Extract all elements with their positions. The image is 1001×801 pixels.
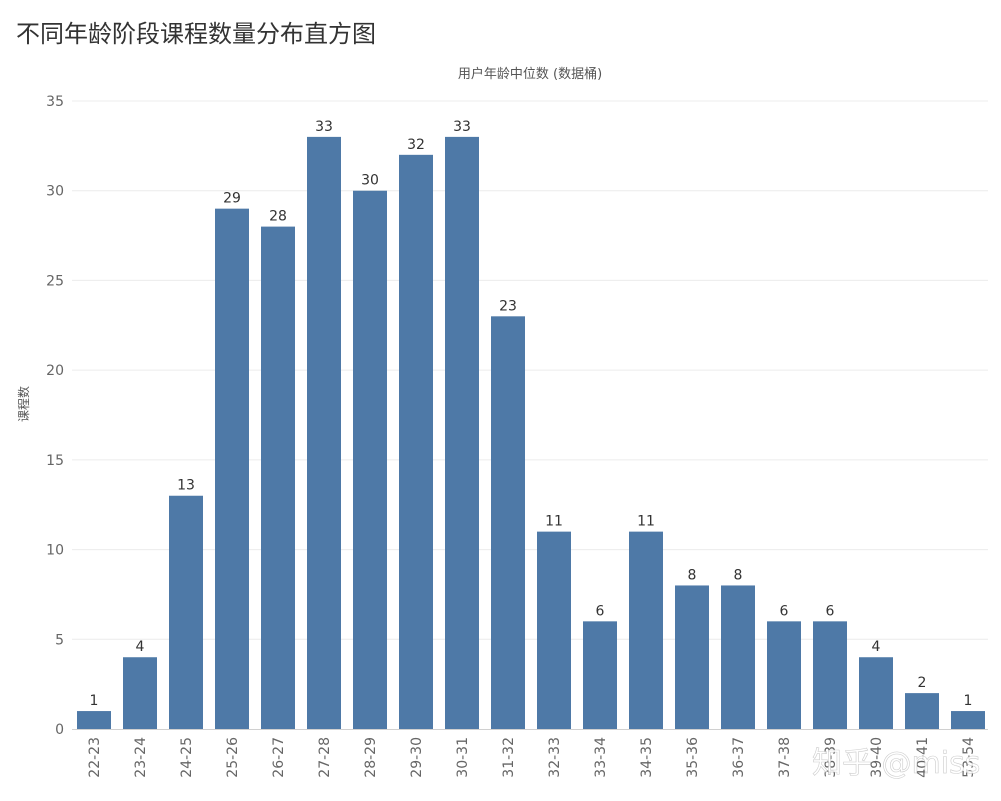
bar — [583, 621, 617, 729]
bar — [261, 226, 295, 729]
data-label: 11 — [637, 514, 655, 530]
data-label: 30 — [361, 173, 379, 189]
y-tick-label: 10 — [46, 543, 64, 559]
x-tick-label: 30-31 — [455, 737, 471, 778]
y-tick-label: 35 — [46, 94, 64, 110]
data-label: 28 — [269, 209, 287, 225]
data-label: 8 — [734, 567, 743, 583]
data-label: 4 — [872, 639, 881, 655]
x-tick-label: 22-23 — [87, 737, 103, 778]
x-tick-label: 28-29 — [363, 737, 379, 778]
bar — [307, 136, 341, 729]
data-label: 33 — [453, 119, 471, 135]
x-tick-label: 23-24 — [133, 737, 149, 778]
x-axis-ticks: 22-23 23-24 24-25 25-26 26-27 27-28 28-29 29-30… — [87, 737, 977, 778]
x-tick-label: 32-33 — [547, 737, 563, 778]
y-axis-ticks: 0 5 10 15 20 25 30 35 — [46, 94, 64, 738]
y-tick-label: 15 — [46, 453, 64, 469]
bar — [123, 657, 157, 729]
x-tick-label: 53-54 — [961, 737, 977, 778]
y-tick-label: 30 — [46, 184, 64, 200]
x-tick-label: 39-40 — [869, 737, 885, 778]
data-label: 32 — [407, 137, 425, 153]
bar — [951, 711, 985, 729]
data-label: 13 — [177, 478, 195, 494]
x-tick-label: 33-34 — [593, 737, 609, 778]
watermark-text: 知乎 @miss — [812, 746, 980, 781]
bar — [537, 531, 571, 729]
x-tick-label: 38-39 — [823, 737, 839, 778]
y-tick-label: 5 — [55, 632, 64, 648]
bar — [905, 693, 939, 729]
x-axis-label: 用户年龄中位数 (数据桶) — [458, 66, 602, 82]
bar — [675, 585, 709, 729]
data-label: 29 — [223, 191, 241, 207]
gridlines — [72, 100, 988, 730]
bar — [767, 621, 801, 729]
x-tick-label: 25-26 — [225, 737, 241, 778]
x-tick-label: 24-25 — [179, 737, 195, 778]
data-label: 2 — [918, 675, 927, 691]
data-label: 6 — [596, 603, 605, 619]
bar — [445, 136, 479, 729]
x-tick-label: 35-36 — [685, 737, 701, 778]
bar — [169, 495, 203, 729]
data-label: 8 — [688, 567, 697, 583]
x-tick-label: 29-30 — [409, 737, 425, 778]
y-tick-label: 25 — [46, 273, 64, 289]
chart-title: 不同年龄阶段课程数量分布直方图 — [16, 20, 376, 48]
bar — [215, 208, 249, 729]
bar — [859, 657, 893, 729]
data-label: 11 — [545, 514, 563, 530]
bar — [491, 316, 525, 729]
x-tick-label: 40-41 — [915, 737, 931, 778]
data-label: 6 — [826, 603, 835, 619]
y-tick-label: 0 — [55, 722, 64, 738]
data-label: 33 — [315, 119, 333, 135]
y-axis-label: 课程数 — [16, 386, 31, 422]
bar — [353, 190, 387, 729]
bars — [77, 136, 985, 730]
bar — [721, 585, 755, 729]
data-label: 6 — [780, 603, 789, 619]
data-label: 23 — [499, 298, 517, 314]
x-tick-label: 26-27 — [271, 737, 287, 778]
bar — [629, 531, 663, 729]
data-label: 1 — [964, 693, 973, 709]
data-label: 4 — [136, 639, 145, 655]
data-label: 1 — [90, 693, 99, 709]
bar — [813, 621, 847, 729]
x-tick-label: 37-38 — [777, 737, 793, 778]
x-tick-label: 36-37 — [731, 737, 747, 778]
x-tick-label: 34-35 — [639, 737, 655, 778]
x-tick-label: 31-32 — [501, 737, 517, 778]
y-tick-label: 20 — [46, 363, 64, 379]
data-labels: 1 4 13 29 28 33 30 32 33 23 11 6 11 8 8 6 6 4 2 1 — [90, 119, 973, 709]
bar — [77, 711, 111, 729]
bar — [399, 154, 433, 730]
x-tick-label: 27-28 — [317, 737, 333, 778]
